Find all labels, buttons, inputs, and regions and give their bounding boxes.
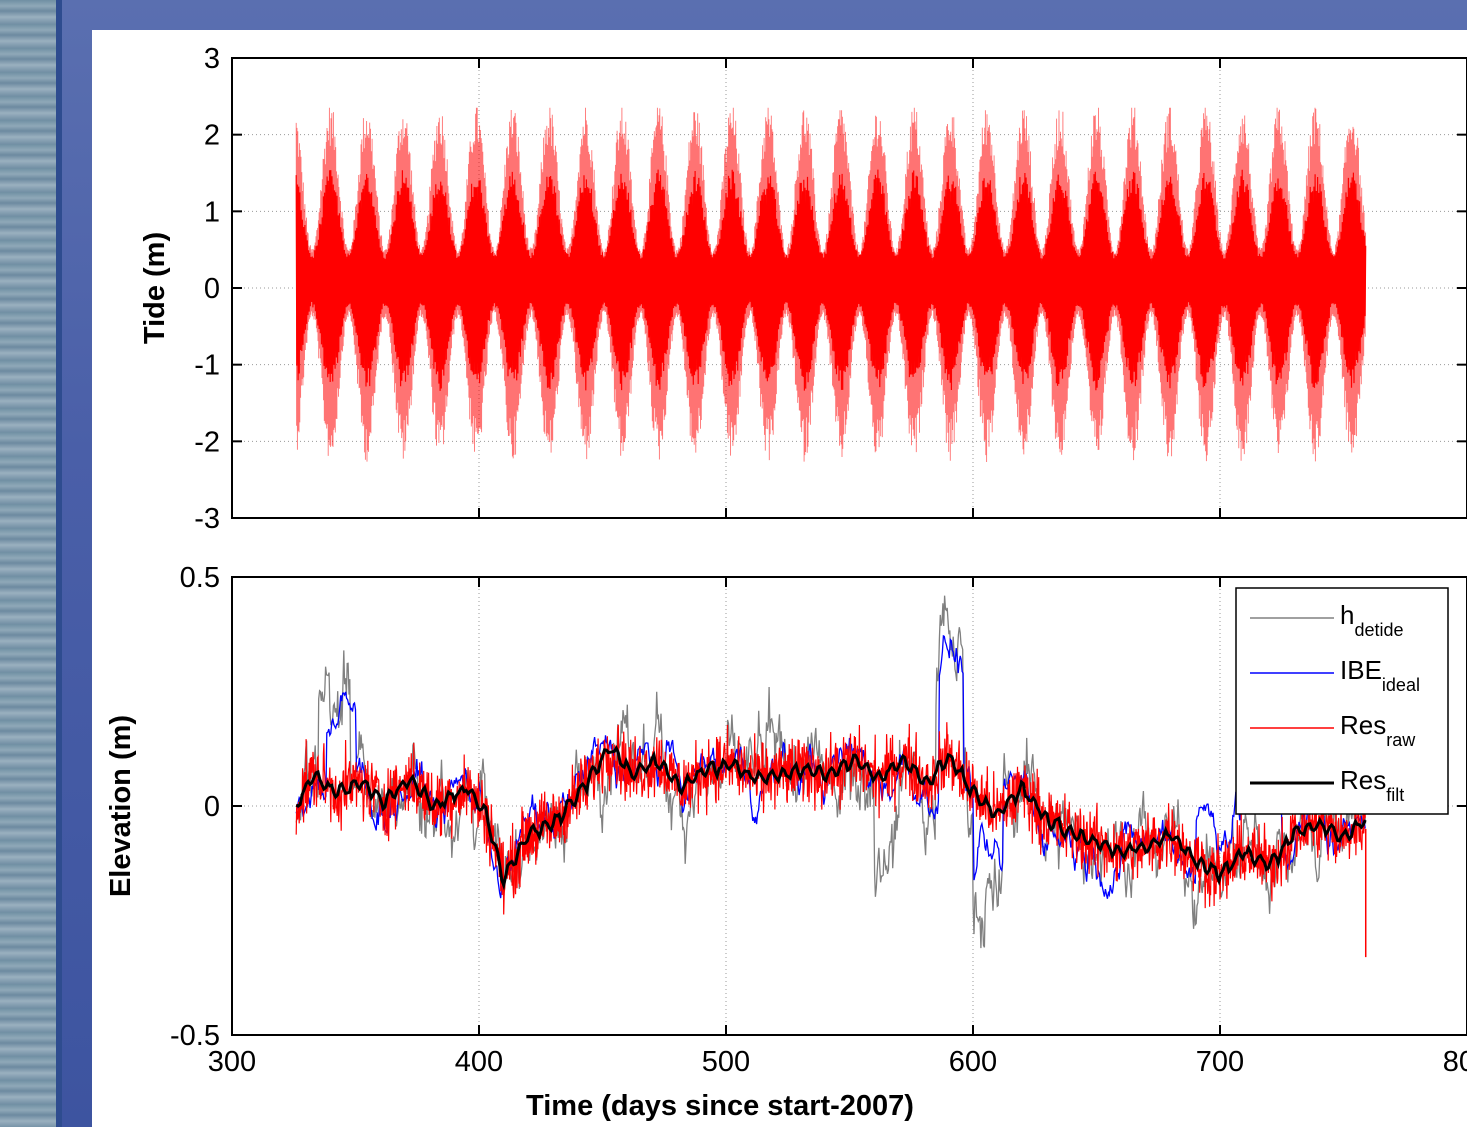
legend-label: Resfilt xyxy=(1340,765,1404,805)
legend-label-subscript: filt xyxy=(1386,785,1404,805)
bottom-ticks xyxy=(231,576,1467,1036)
top-y-tick-label: -1 xyxy=(194,350,220,382)
top-y-tick-label: 1 xyxy=(204,196,220,228)
legend-label: hdetide xyxy=(1340,600,1404,640)
bottom-y-tick-label: 0.5 xyxy=(180,562,220,594)
res-filt-line xyxy=(295,744,1367,891)
legend-label-subscript: ideal xyxy=(1382,675,1420,695)
legend-label: Resraw xyxy=(1340,710,1416,750)
top-y-tick-label: 2 xyxy=(204,120,220,152)
legend-box xyxy=(1235,587,1449,815)
x-axis-title: Time (days since start-2007) xyxy=(526,1090,914,1122)
x-tick-label: 800 xyxy=(1443,1046,1467,1078)
legend-label-base: h xyxy=(1340,600,1354,630)
background-water-strip xyxy=(0,0,62,1127)
top-ticks xyxy=(231,57,1467,519)
tide-line-outer xyxy=(295,107,1367,463)
x-tick-label: 300 xyxy=(208,1046,256,1078)
top-y-tick-label: 0 xyxy=(204,273,220,305)
top-y-axis-title: Tide (m) xyxy=(139,232,171,344)
top-grid xyxy=(232,57,1467,519)
legend-label-base: IBE xyxy=(1340,655,1382,685)
bottom-y-tick-label: -0.5 xyxy=(170,1020,220,1052)
legend-label-subscript: detide xyxy=(1354,620,1403,640)
x-tick-label: 500 xyxy=(702,1046,750,1078)
legend-label-base: Res xyxy=(1340,765,1386,795)
res-raw-series xyxy=(295,722,1367,958)
legend-label-subscript: raw xyxy=(1386,730,1416,750)
bottom-y-tick-label: 0 xyxy=(204,791,220,823)
x-tick-label: 700 xyxy=(1196,1046,1244,1078)
tide-series xyxy=(295,107,1367,463)
top-y-tick-label: -3 xyxy=(194,503,220,535)
legend-label: IBEideal xyxy=(1340,655,1420,695)
x-tick-label: 600 xyxy=(949,1046,997,1078)
res-filt-series xyxy=(295,744,1367,891)
bottom-y-axis-title: Elevation (m) xyxy=(105,715,137,897)
x-tick-label: 400 xyxy=(455,1046,503,1078)
top-y-tick-label: -2 xyxy=(194,426,220,458)
legend-label-base: Res xyxy=(1340,710,1386,740)
tide-line-inner xyxy=(295,169,1367,391)
top-y-tick-label: 3 xyxy=(204,43,220,75)
